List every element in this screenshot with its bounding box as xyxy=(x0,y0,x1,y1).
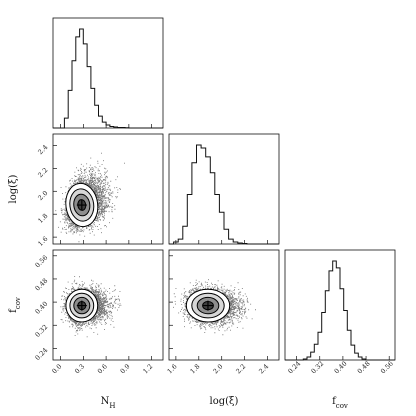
x-tick-label-fcov: 0.24 xyxy=(286,360,302,376)
y-tick-label-logxi: 2.2 xyxy=(36,166,49,179)
y-tick-label-fcov: 0.48 xyxy=(34,277,50,293)
axis-label-layer: NH log(ξ) fcov log(ξ) fcov xyxy=(8,174,348,410)
y-tick-label-fcov: 0.56 xyxy=(34,254,50,270)
x-tick-label-nh: 0.9 xyxy=(119,362,132,375)
peak-marker xyxy=(202,300,213,311)
y-tick-label-fcov: 0.32 xyxy=(34,323,50,339)
panel-frame-2-2 xyxy=(284,249,396,361)
x-tick-label-logxi: 1.8 xyxy=(189,362,202,375)
histogram-fcov xyxy=(285,260,395,361)
panel-frame-0-0 xyxy=(52,17,164,129)
y-axis-label-fcov: fcov xyxy=(8,297,22,313)
x-tick-label-fcov: 0.56 xyxy=(379,360,395,376)
panel-frame-2-0 xyxy=(52,249,164,361)
histogram-logxi xyxy=(169,144,279,245)
y-tick-label-fcov: 0.40 xyxy=(34,300,50,316)
x-tick-label-nh: 0.6 xyxy=(96,362,109,375)
y-tick-label-logxi: 1.8 xyxy=(36,212,49,225)
x-tick-label-logxi: 2.4 xyxy=(257,362,270,375)
x-tick-label-nh: 0.0 xyxy=(50,362,63,375)
peak-marker xyxy=(76,300,87,311)
x-axis-label-fcov: fcov xyxy=(332,396,348,410)
y-tick-label-fcov: 0.24 xyxy=(34,346,50,362)
panel-frames xyxy=(52,17,396,361)
peak-marker xyxy=(76,200,87,211)
panel-frame-1-0 xyxy=(52,133,164,245)
x-tick-label-fcov: 0.32 xyxy=(309,360,325,376)
x-tick-label-fcov: 0.48 xyxy=(356,360,372,376)
x-tick-label-logxi: 1.6 xyxy=(166,362,179,375)
panel-frame-2-1 xyxy=(168,249,280,361)
contour-layer xyxy=(65,182,231,323)
x-axis-label-logxi: log(ξ) xyxy=(210,396,239,407)
histogram-nh xyxy=(53,28,163,129)
x-tick-label-nh: 0.3 xyxy=(73,362,86,375)
x-tick-label-logxi: 2.2 xyxy=(234,362,247,375)
x-tick-label-logxi: 2.0 xyxy=(211,362,224,375)
y-tick-label-logxi: 2.4 xyxy=(36,143,49,156)
panel-frame-1-1 xyxy=(168,133,280,245)
y-tick-label-logxi: 2.0 xyxy=(36,189,49,202)
y-tick-label-logxi: 1.6 xyxy=(36,235,49,248)
x-axis-label-nh: NH xyxy=(101,396,116,410)
x-tick-label-fcov: 0.40 xyxy=(333,360,349,376)
x-tick-label-nh: 1.2 xyxy=(141,362,154,375)
y-axis-label-logxi: log(ξ) xyxy=(8,174,19,203)
